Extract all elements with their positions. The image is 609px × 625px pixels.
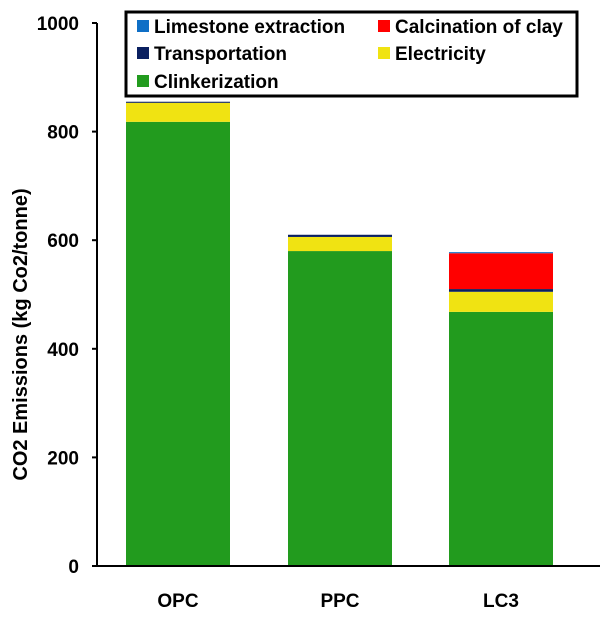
bar-segment-ppc-transportation xyxy=(288,234,392,237)
legend-label: Transportation xyxy=(154,44,287,65)
bar-segment-lc3-limestone-extraction xyxy=(449,252,553,254)
y-tick-label: 1000 xyxy=(37,14,79,35)
bar-segment-ppc-clinkerization xyxy=(288,251,392,566)
legend-swatch-transportation xyxy=(137,47,149,59)
x-tick-label: PPC xyxy=(320,591,359,612)
y-tick-label: 800 xyxy=(47,123,79,144)
y-tick-label: 0 xyxy=(68,557,79,578)
y-tick-label: 200 xyxy=(47,448,79,469)
bar-segment-opc-electricity xyxy=(126,102,230,122)
legend-label: Clinkerization xyxy=(154,72,279,93)
y-tick-label: 600 xyxy=(47,231,79,252)
x-tick-label: LC3 xyxy=(483,591,519,612)
legend-label: Limestone extraction xyxy=(154,17,345,38)
bar-segment-ppc-electricity xyxy=(288,236,392,252)
legend-box xyxy=(124,10,579,98)
legend-swatch-electricity xyxy=(378,47,390,59)
bar-segment-lc3-clinkerization xyxy=(449,311,553,566)
bar-segment-lc3-calcination-of-clay xyxy=(449,253,553,290)
bar-segment-lc3-transportation xyxy=(449,289,553,292)
bar-segment-opc-clinkerization xyxy=(126,121,230,567)
y-tick-label: 400 xyxy=(47,340,79,361)
x-tick-label: OPC xyxy=(157,591,198,612)
legend-swatch-limestone-extraction xyxy=(137,20,149,32)
legend-swatch-clinkerization xyxy=(137,75,149,87)
y-axis-label: CO2 Emissions (kg Co2/tonne) xyxy=(10,188,32,480)
legend-label: Calcination of clay xyxy=(395,17,563,38)
legend-label: Electricity xyxy=(395,44,486,65)
legend-swatch-calcination-of-clay xyxy=(378,20,390,32)
bar-segment-lc3-electricity xyxy=(449,291,553,312)
bar-segment-opc-transportation xyxy=(126,101,230,103)
